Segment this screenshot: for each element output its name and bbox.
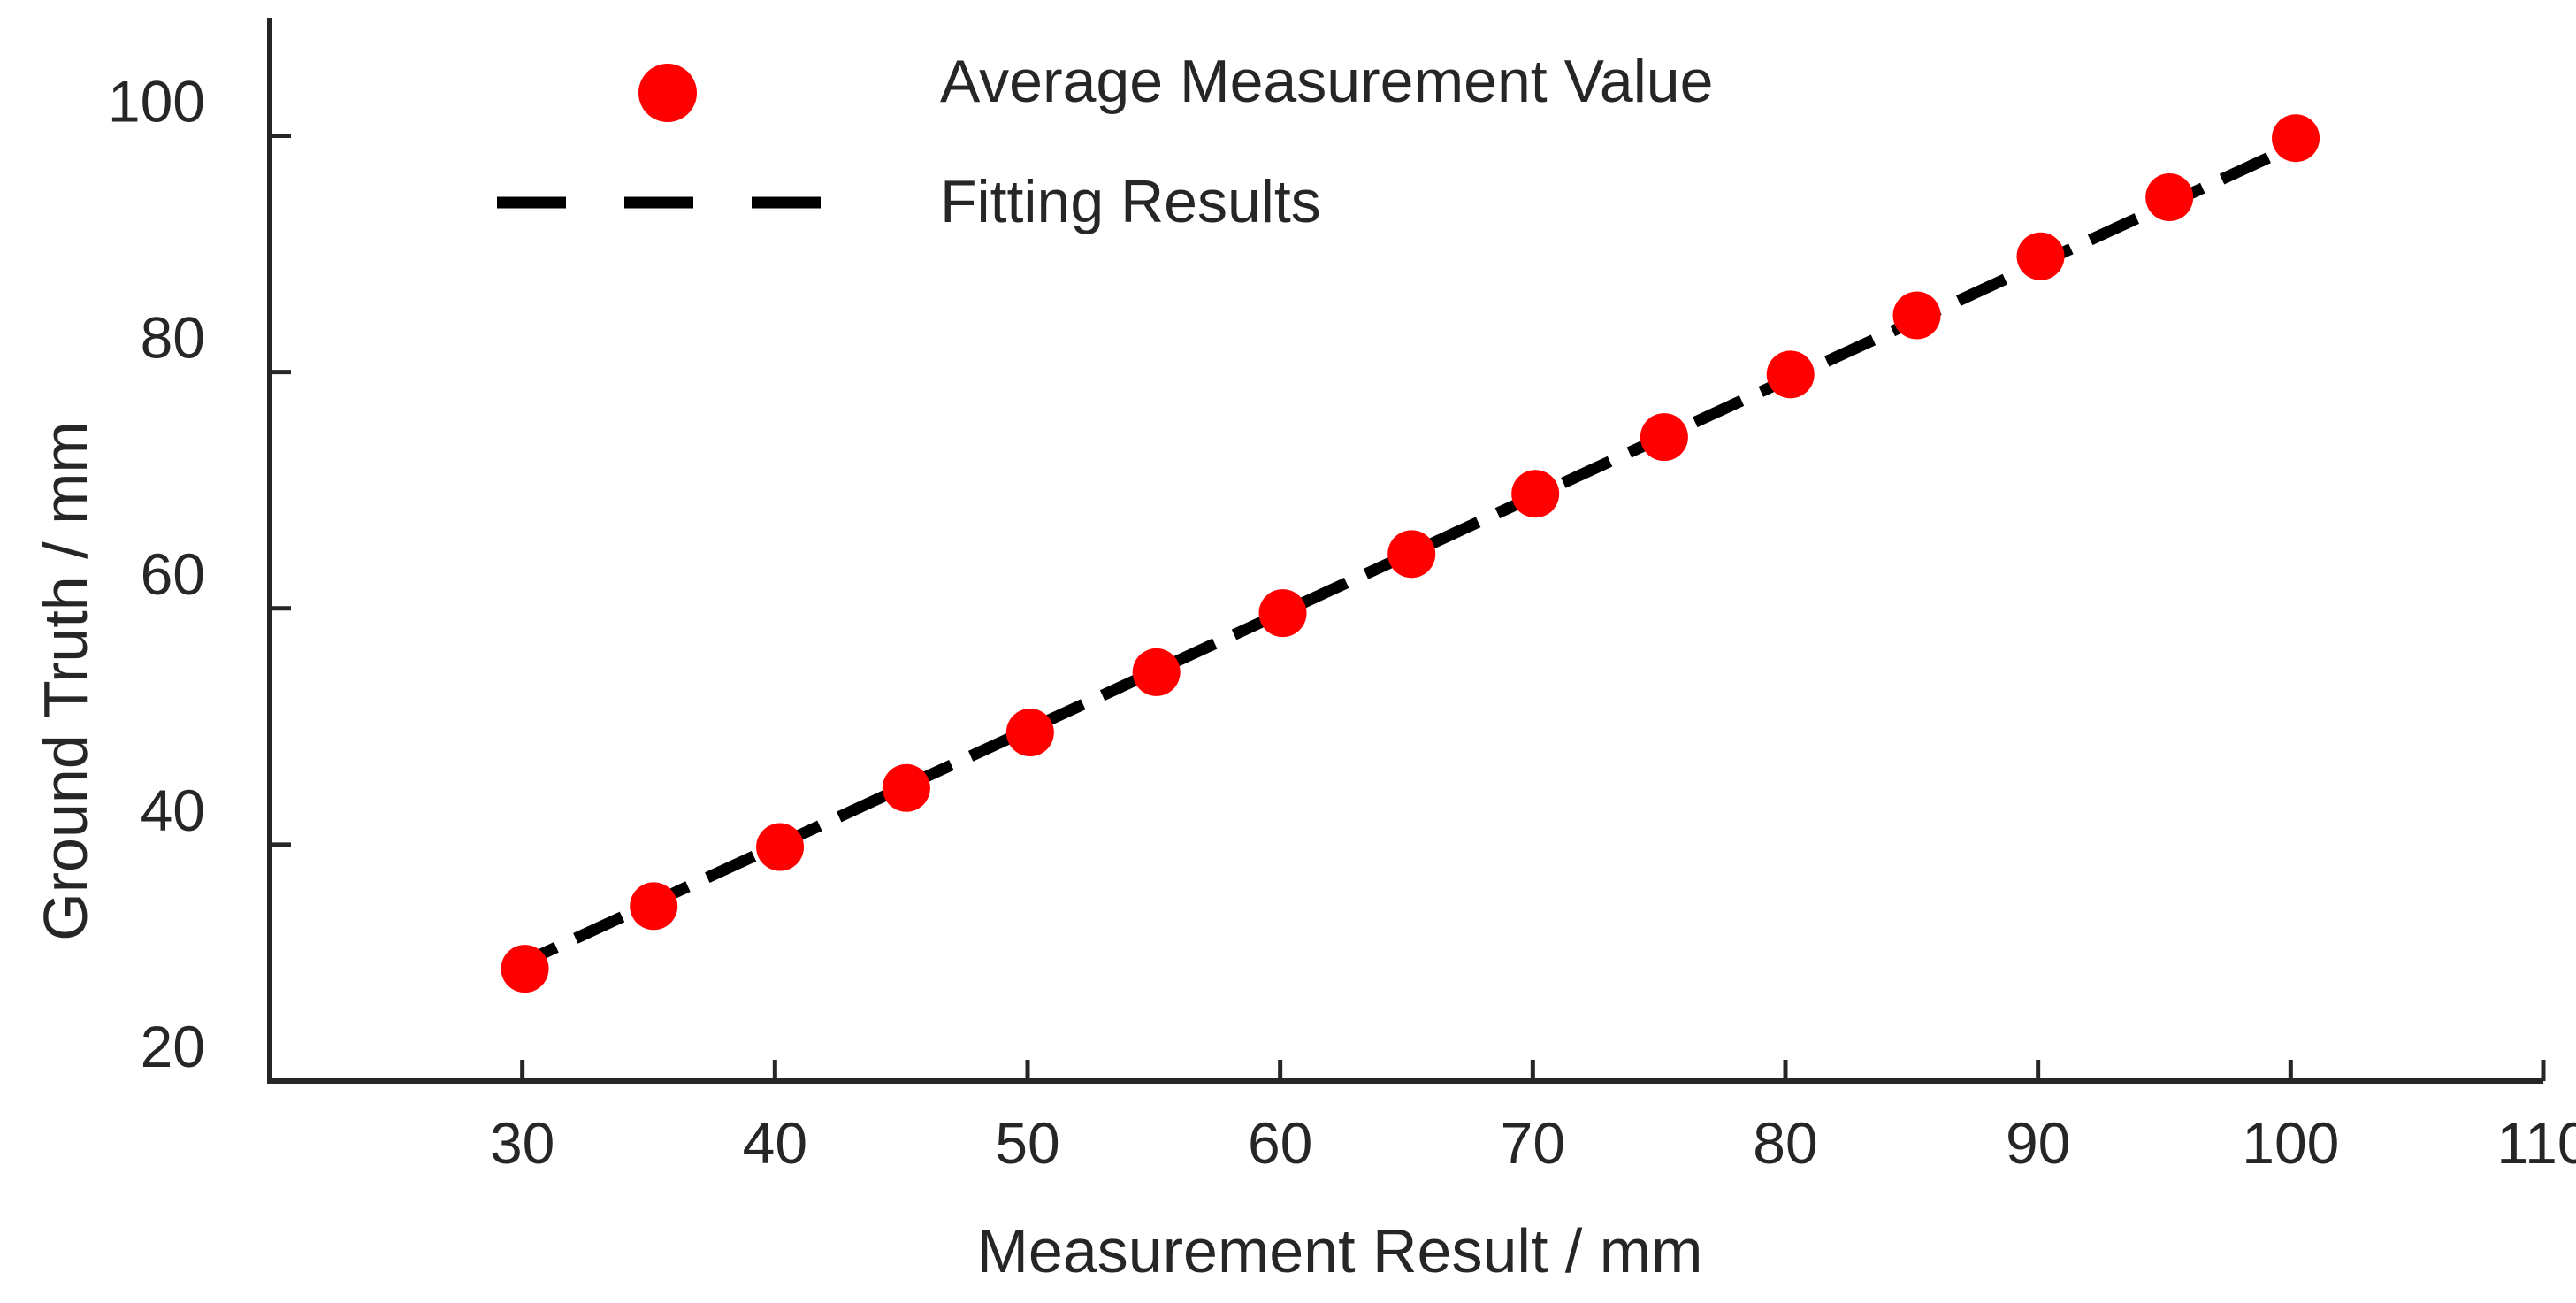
x-tick-label: 40 (743, 1110, 807, 1176)
y-tick-label: 20 (141, 1014, 205, 1079)
data-point (1640, 413, 1688, 461)
x-tick-label: 100 (2242, 1110, 2339, 1176)
data-point (1006, 709, 1054, 756)
data-point (1259, 589, 1307, 637)
x-tick-label: 110 (2496, 1110, 2576, 1176)
y-axis-title: Ground Truth / mm (31, 421, 100, 940)
data-point (1893, 292, 1941, 340)
data-point (1133, 648, 1181, 696)
x-tick-label: 70 (1501, 1110, 1565, 1176)
data-point (1511, 470, 1559, 517)
y-tick-label: 40 (141, 778, 205, 843)
data-point (1767, 350, 1815, 398)
legend-marker-scatter (638, 64, 697, 122)
y-tick-label: 100 (108, 69, 205, 134)
data-point (501, 945, 549, 993)
data-point (2145, 173, 2193, 221)
data-point (630, 882, 677, 930)
data-points (501, 114, 2320, 993)
x-tick-label: 50 (995, 1110, 1059, 1176)
y-tick-label: 60 (141, 541, 205, 607)
data-point (2272, 114, 2320, 162)
data-point (756, 824, 804, 871)
legend-label-line: Fitting Results (940, 168, 1321, 235)
legend-label-scatter: Average Measurement Value (940, 48, 1713, 115)
x-axis-title: Measurement Result / mm (977, 1216, 1703, 1285)
x-tick-label: 90 (2006, 1110, 2070, 1176)
x-tick-label: 30 (490, 1110, 554, 1176)
scatter-chart: 30 40 50 60 70 80 90 100 110 20 40 60 80 100 Measurem… (0, 0, 2576, 1303)
data-point (883, 764, 930, 812)
data-point (2017, 233, 2065, 280)
data-point (1387, 530, 1435, 578)
x-tick-label: 80 (1753, 1110, 1817, 1176)
ticks: 30 40 50 60 70 80 90 100 110 20 40 60 80 100 (108, 69, 2576, 1176)
legend: Average Measurement Value Fitting Result… (497, 48, 1713, 235)
x-tick-label: 60 (1248, 1110, 1312, 1176)
y-tick-label: 80 (141, 305, 205, 371)
